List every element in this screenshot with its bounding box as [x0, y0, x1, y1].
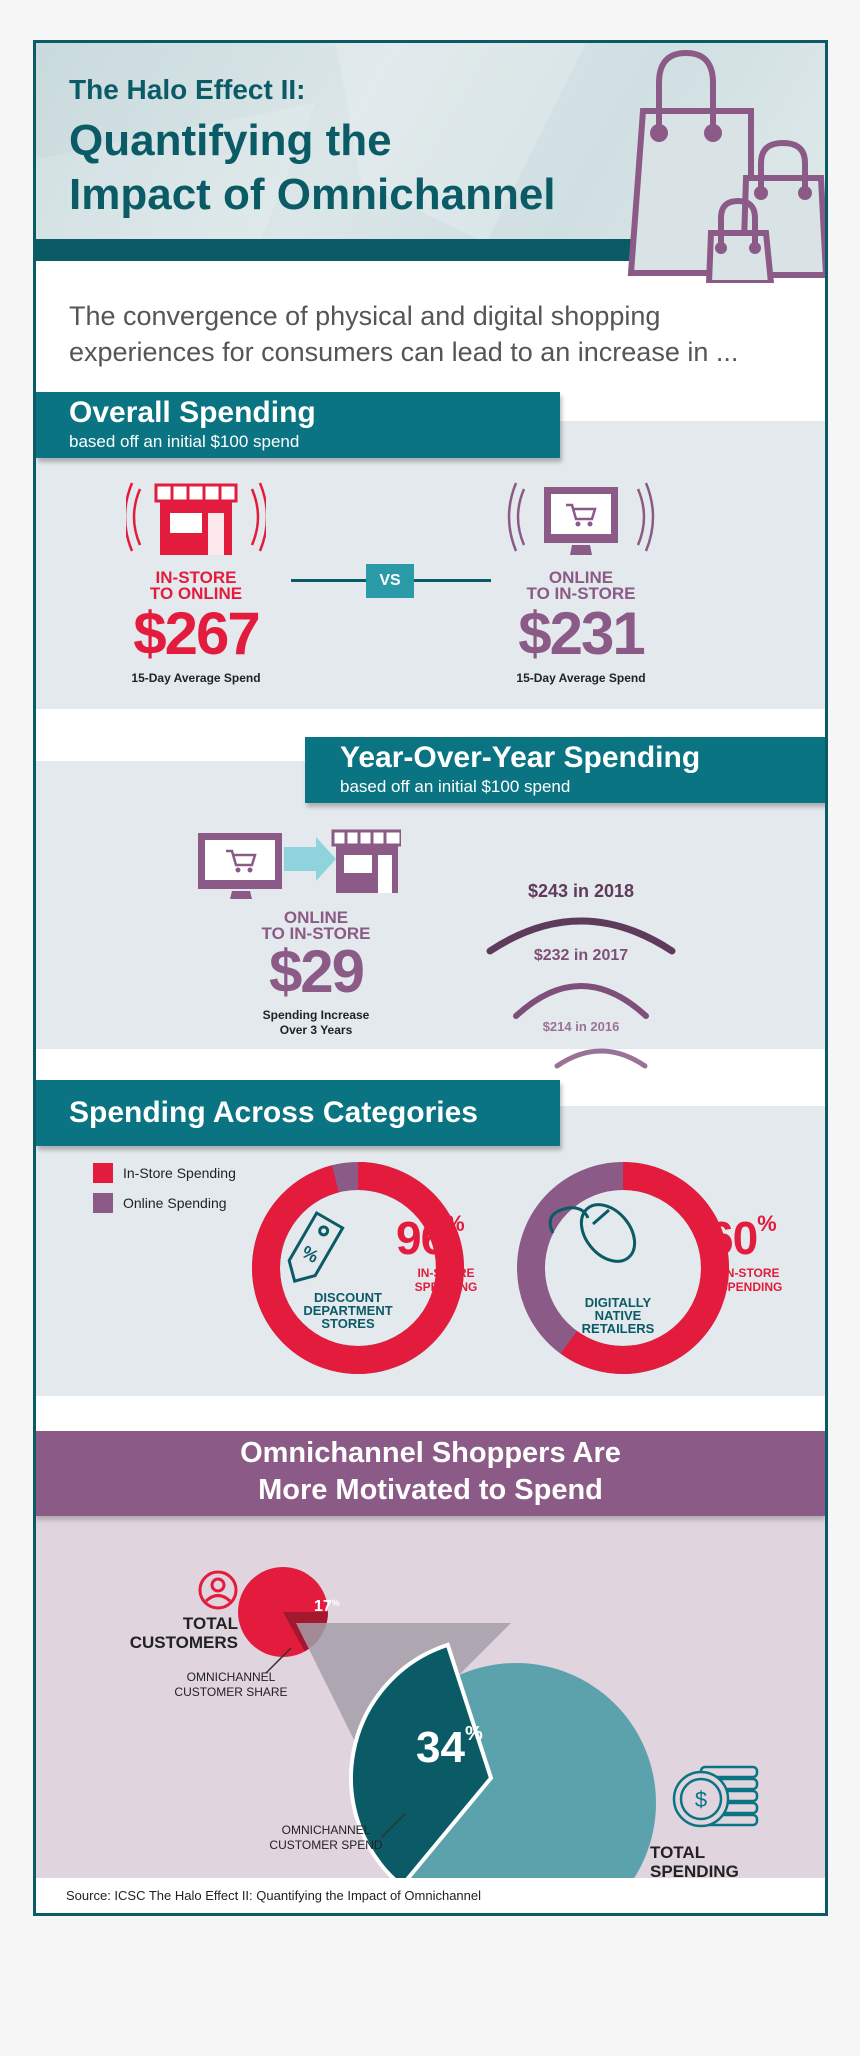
yoy-arc-small	[554, 1048, 648, 1069]
year-2017-label: $232 in 2017	[533, 947, 629, 964]
omni-title-line1: Omnichannel Shoppers Are	[240, 1437, 621, 1469]
header-band	[36, 239, 825, 261]
omni-title-line2: More Motivated to Spend	[258, 1474, 603, 1506]
share-label: OMNICHANNEL CUSTOMER SHARE	[174, 1670, 288, 1699]
instore-online-caption: 15-Day Average Spend	[131, 671, 261, 685]
total-spending-label: TOTAL SPENDING	[650, 1843, 739, 1881]
donut-discount-stores: %	[252, 1162, 464, 1374]
year-2018-label: $243 in 2018	[527, 881, 635, 901]
categories-title: Spending Across Categories	[69, 1096, 478, 1129]
header-kicker: The Halo Effect II:	[69, 74, 306, 105]
arc-2018	[486, 917, 676, 955]
header: The Halo Effect II: Quantifying the Impa…	[36, 43, 825, 283]
donut-digital-retailers	[517, 1162, 729, 1374]
discount-instore-label: IN-STORE SPENDING	[414, 1266, 478, 1294]
legend-swatch	[93, 1163, 113, 1183]
vs-badge: VS	[366, 564, 414, 598]
svg-text:%: %	[298, 1242, 322, 1267]
donut-instore-segment	[252, 1162, 464, 1374]
dollar-coins-icon: $	[672, 1765, 759, 1828]
omni-chart: $	[198, 1567, 759, 1878]
legend-instore: In-Store Spending	[93, 1163, 236, 1183]
year-2016-label: $214 in 2016	[542, 1019, 620, 1034]
categories-ribbon: Spending Across Categories	[36, 1080, 560, 1146]
yoy-label1: ONLINE	[283, 908, 349, 927]
intro-text: The convergence of physical and digital …	[69, 301, 739, 367]
spend-label: OMNICHANNEL CUSTOMER SPEND	[269, 1823, 383, 1852]
spend-wedge	[349, 1642, 494, 1878]
digital-retailers-label: DIGITALLY NATIVE RETAILERS	[581, 1295, 655, 1336]
spend-leader-line	[380, 1812, 407, 1839]
yoy-subtitle: based off an initial $100 spend	[340, 777, 571, 796]
overall-spending-title: Overall Spending	[69, 396, 316, 429]
connector-band	[296, 1623, 511, 1878]
instore-online-label1: IN-STORE	[155, 568, 237, 587]
spend-pct: 34%	[416, 1723, 483, 1772]
arc-2016	[554, 1048, 648, 1069]
yoy-label2: TO IN-STORE	[261, 924, 371, 943]
shopping-bags-icon	[627, 49, 825, 283]
yoy-title: Year-Over-Year Spending	[340, 741, 701, 774]
storefront-icon	[126, 482, 266, 555]
total-customers-label: TOTAL CUSTOMERS	[129, 1614, 238, 1652]
overall-spending-ribbon: Overall Spending based off an initial $1…	[36, 392, 560, 458]
yoy-caption2: Over 3 Years	[279, 1023, 353, 1037]
omni-panel: $ TOTAL CUSTOMERS 17% OMNICHANNEL CUSTOMER…	[36, 1513, 825, 1881]
infographic: The Halo Effect II: Quantifying the Impa…	[33, 40, 828, 1916]
person-icon	[198, 1570, 238, 1610]
overall-spending-subtitle: based off an initial $100 spend	[69, 432, 300, 451]
source-note: Source: ICSC The Halo Effect II: Quantif…	[66, 1888, 482, 1903]
legend-swatch	[93, 1193, 113, 1213]
online-instore-label2: TO IN-STORE	[526, 584, 636, 603]
share-leader-line	[265, 1647, 292, 1674]
computer-to-store-icon	[198, 829, 401, 899]
overall-spending-panel: IN-STORE TO ONLINE $267 15-Day Average S…	[36, 421, 825, 709]
share-pct: 17%	[314, 1598, 340, 1615]
omni-title-band: Omnichannel Shoppers Are More Motivated …	[36, 1431, 825, 1516]
discount-stores-label: DISCOUNT DEPARTMENT STORES	[303, 1290, 393, 1331]
mouse-icon	[548, 1203, 637, 1263]
yoy-arcs	[486, 917, 676, 1019]
page-title-line1: Quantifying the	[69, 116, 392, 165]
yoy-value: $29	[268, 938, 365, 1005]
categories-panel: In-Store Spending Online Spending % DISC…	[36, 1106, 825, 1396]
instore-online-label2: TO ONLINE	[149, 584, 243, 603]
computer-cart-icon	[507, 482, 655, 555]
digital-pct: 60%	[708, 1211, 777, 1264]
online-instore-caption: 15-Day Average Spend	[516, 671, 646, 685]
yoy-ribbon: Year-Over-Year Spending based off an ini…	[305, 737, 825, 803]
online-instore-label1: ONLINE	[548, 568, 614, 587]
legend-online: Online Spending	[93, 1193, 227, 1213]
digital-instore-label: IN-STORE SPENDING	[719, 1266, 783, 1294]
yoy-caption1: Spending Increase	[262, 1008, 370, 1022]
instore-online-value: $267	[133, 600, 260, 667]
page-title-line2: Impact of Omnichannel	[69, 170, 556, 219]
yoy-panel: ONLINE TO IN-STORE $29 Spending Increase…	[36, 761, 825, 1069]
discount-pct: 96%	[396, 1211, 465, 1264]
online-instore-value: $231	[518, 600, 645, 667]
donut-instore-segment	[517, 1162, 729, 1374]
arc-2017	[513, 983, 649, 1019]
svg-text:$: $	[695, 1787, 707, 1812]
